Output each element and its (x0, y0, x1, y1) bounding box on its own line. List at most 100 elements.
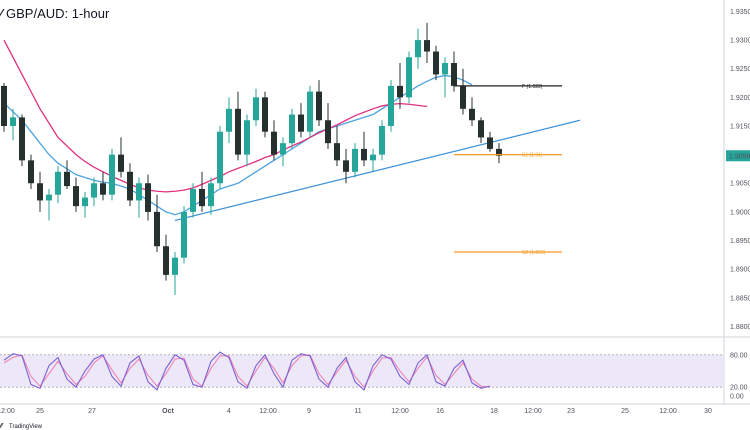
candle-body (109, 154, 115, 195)
candle-body (172, 257, 178, 275)
time-tick-label: 30 (704, 408, 712, 415)
candle-body (64, 171, 70, 187)
chart-title-group: ∕ GBP/AUD: 1-hour (0, 6, 110, 21)
candle-body (271, 131, 277, 155)
candle-body (487, 137, 493, 149)
candle-body (28, 160, 34, 184)
candle-body (181, 211, 187, 258)
level-label: S2 (1.893) (522, 250, 546, 256)
time-tick-label: 23 (567, 408, 575, 415)
candle-body (451, 62, 457, 86)
candle-body (316, 91, 322, 121)
time-tick-label: 25 (621, 408, 629, 415)
candle-body (10, 117, 16, 126)
time-tick-label: 11 (354, 408, 361, 415)
candle-body (325, 120, 331, 144)
price-tick-label: 1.93500 (730, 9, 750, 16)
time-tick-label: 9 (307, 408, 311, 415)
candle-body (478, 120, 484, 138)
tradingview-logo-icon: ∕ (0, 6, 5, 21)
level-label: P (1.922) (522, 84, 543, 90)
footer-logo-icon: ⁄⁄ (0, 423, 4, 430)
candle-body (352, 148, 358, 172)
stochastic-band (0, 354, 724, 388)
price-tick-label: 1.89000 (730, 267, 750, 274)
candle-body (46, 194, 52, 201)
stochastic-tick-label: 0.00 (730, 394, 744, 401)
candle-body (235, 108, 241, 155)
candle-body (127, 171, 133, 201)
candle-body (397, 85, 403, 98)
candle-body (415, 40, 421, 58)
candle-body (298, 114, 304, 132)
last-price-label: 1.90980 (729, 153, 750, 160)
last-price-badge (726, 150, 750, 162)
moving-average-line (3, 39, 428, 193)
candle-body (55, 171, 61, 195)
price-tick-label: 1.88000 (730, 324, 750, 331)
candle-body (136, 183, 142, 201)
candle-body (388, 85, 394, 126)
candle-body (199, 188, 205, 207)
time-tick-label: 12:00 (524, 408, 542, 415)
time-tick-label: Oct (162, 408, 174, 415)
candle-body (190, 188, 196, 212)
price-tick-label: 1.90000 (730, 209, 750, 216)
candle-body (118, 154, 124, 172)
candle-body (280, 143, 286, 155)
candle-body (253, 97, 259, 121)
candle-body (1, 85, 7, 126)
candle-body (433, 51, 439, 75)
level-label: S1 (1.91) (522, 153, 543, 159)
candle-body (226, 108, 232, 132)
candle-body (145, 183, 151, 212)
time-tick-label: 12:00 (659, 408, 677, 415)
time-tick-label: 4 (227, 408, 231, 415)
candle-body (370, 154, 376, 161)
candle-body (496, 148, 502, 156)
price-tick-label: 1.89500 (730, 238, 750, 245)
candle-body (208, 183, 214, 207)
candle-body (343, 160, 349, 172)
candle-body (163, 246, 169, 275)
stochastic-tick-label: 20.00 (730, 385, 748, 392)
candle-body (217, 131, 223, 184)
time-tick-label: 18 (490, 408, 498, 415)
price-tick-label: 1.90500 (730, 181, 750, 188)
price-tick-label: 1.88500 (730, 295, 750, 302)
price-tick-label: 1.91500 (730, 123, 750, 130)
stochastic-k-line (3, 351, 491, 391)
candle-body (307, 91, 313, 132)
candle-body (82, 197, 88, 207)
candle-body (262, 97, 268, 132)
candle-body (334, 143, 340, 161)
stochastic-tick-label: 80.00 (730, 352, 748, 359)
time-tick-label: 16 (436, 408, 444, 415)
candle-body (37, 183, 43, 201)
stochastic-d-line (3, 354, 491, 389)
candle-body (469, 108, 475, 121)
price-tick-label: 1.93000 (730, 38, 750, 45)
candle-body (379, 125, 385, 155)
chart-title: GBP/AUD: 1-hour (6, 6, 110, 21)
footer: ⁄⁄ TradingView (0, 423, 43, 430)
candle-body (424, 40, 430, 52)
time-tick-label: 27 (88, 408, 96, 415)
candle-body (73, 186, 79, 207)
price-tick-label: 1.92000 (730, 95, 750, 102)
candle-body (442, 62, 448, 75)
footer-brand: TradingView (9, 424, 43, 430)
candle-body (154, 211, 160, 247)
time-axis: 12:00 25 27 Oct 4 12:00 9 11 12:00 16 18 12:00 23 25 1… (0, 408, 712, 415)
candle-body (406, 57, 412, 98)
price-tick-label: 1.92500 (730, 66, 750, 73)
stochastic-pane: 80.00 20.00 0.00 (0, 351, 748, 401)
time-tick-label: 12:00 (391, 408, 409, 415)
time-tick-label: 12:00 (259, 408, 277, 415)
candle-body (100, 183, 106, 195)
trendline (174, 119, 581, 222)
candle-body (91, 183, 97, 198)
candle-body (244, 120, 250, 155)
candle-body (289, 114, 295, 144)
